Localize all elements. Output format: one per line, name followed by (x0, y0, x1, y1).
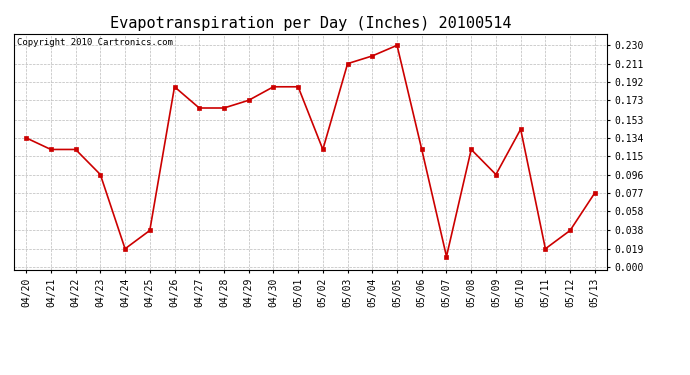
Title: Evapotranspiration per Day (Inches) 20100514: Evapotranspiration per Day (Inches) 2010… (110, 16, 511, 31)
Text: Copyright 2010 Cartronics.com: Copyright 2010 Cartronics.com (17, 39, 172, 48)
